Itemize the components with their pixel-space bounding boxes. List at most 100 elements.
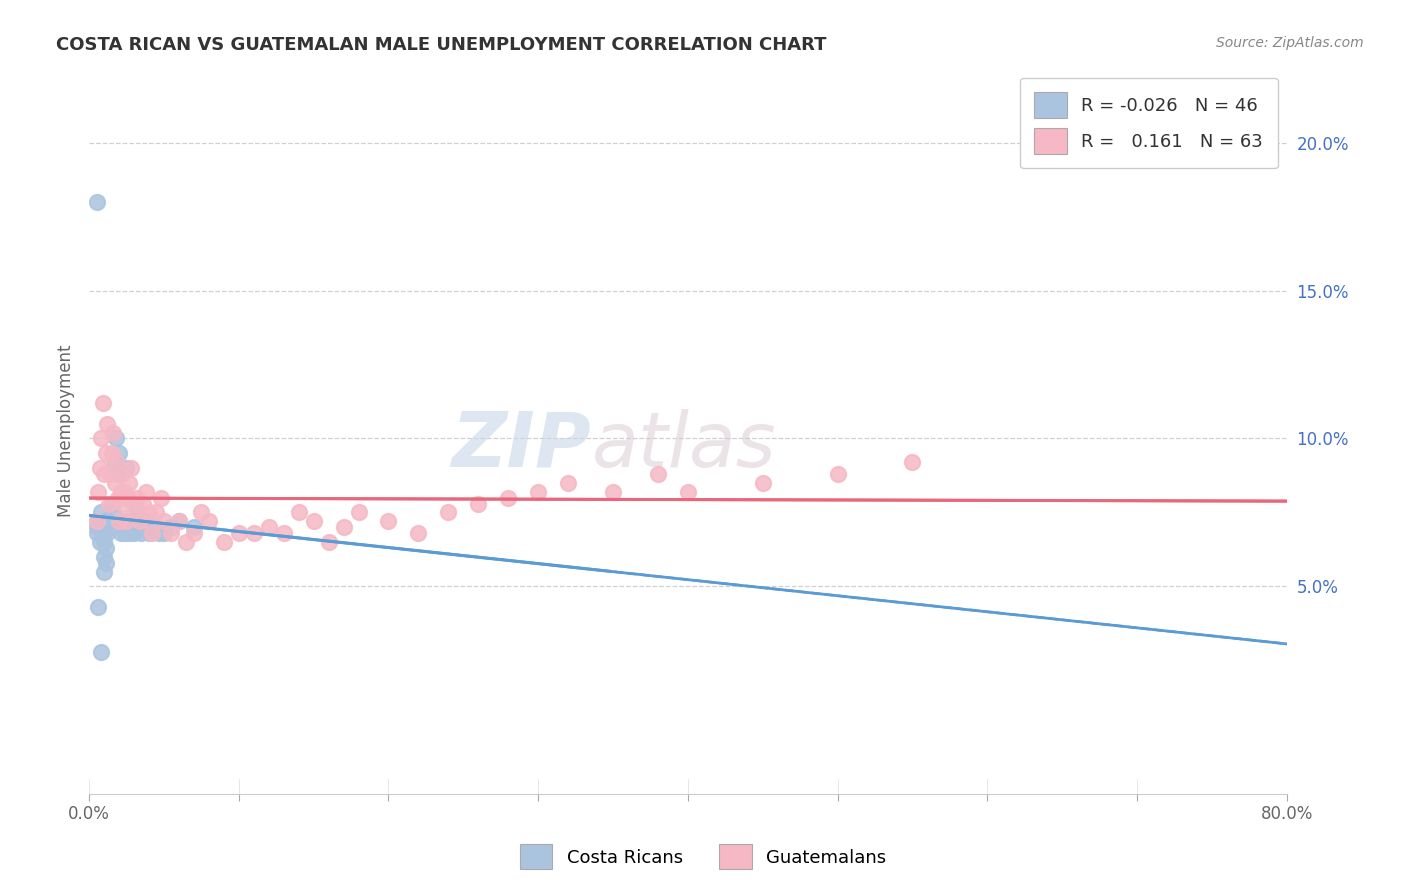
Point xyxy=(98,467,121,481)
Point xyxy=(242,526,264,541)
Point xyxy=(148,526,170,541)
Point xyxy=(93,526,115,541)
Point xyxy=(87,600,110,615)
Point xyxy=(111,467,134,481)
Point xyxy=(117,491,139,505)
Point xyxy=(93,467,115,481)
Point xyxy=(111,514,134,528)
Point xyxy=(273,526,295,541)
Point xyxy=(377,514,399,528)
Point xyxy=(318,535,340,549)
Point xyxy=(332,520,354,534)
Point xyxy=(153,514,176,528)
Point xyxy=(527,484,550,499)
Point xyxy=(138,506,160,520)
Point xyxy=(96,417,118,431)
Point xyxy=(131,526,153,541)
Point xyxy=(110,526,132,541)
Point xyxy=(115,514,138,528)
Point xyxy=(86,526,108,541)
Point xyxy=(94,541,117,555)
Point xyxy=(90,644,112,658)
Point xyxy=(115,491,138,505)
Point xyxy=(108,446,131,460)
Point xyxy=(160,520,183,534)
Point xyxy=(89,535,111,549)
Point xyxy=(183,526,205,541)
Point xyxy=(97,497,120,511)
Point xyxy=(467,497,489,511)
Point xyxy=(132,497,155,511)
Point xyxy=(103,475,125,490)
Legend: R = -0.026   N = 46, R =   0.161   N = 63: R = -0.026 N = 46, R = 0.161 N = 63 xyxy=(1019,78,1278,169)
Point xyxy=(124,514,146,528)
Point xyxy=(167,514,190,528)
Point xyxy=(122,526,145,541)
Point xyxy=(257,520,280,534)
Y-axis label: Male Unemployment: Male Unemployment xyxy=(58,345,75,517)
Point xyxy=(86,520,108,534)
Point xyxy=(135,484,157,499)
Point xyxy=(496,491,519,505)
Point xyxy=(228,526,250,541)
Point xyxy=(93,565,115,579)
Point xyxy=(176,535,198,549)
Text: ZIP: ZIP xyxy=(453,409,592,483)
Point xyxy=(145,506,167,520)
Text: COSTA RICAN VS GUATEMALAN MALE UNEMPLOYMENT CORRELATION CHART: COSTA RICAN VS GUATEMALAN MALE UNEMPLOYM… xyxy=(56,36,827,54)
Point xyxy=(107,491,129,505)
Point xyxy=(901,455,924,469)
Point xyxy=(100,497,122,511)
Point xyxy=(120,461,142,475)
Point xyxy=(347,506,370,520)
Point xyxy=(827,467,849,481)
Point xyxy=(98,520,121,534)
Point xyxy=(129,514,152,528)
Point xyxy=(108,514,131,528)
Point xyxy=(105,455,128,469)
Point xyxy=(112,497,135,511)
Point xyxy=(101,506,124,520)
Point xyxy=(94,446,117,460)
Point xyxy=(103,455,125,469)
Point xyxy=(87,484,110,499)
Point xyxy=(97,514,120,528)
Point xyxy=(86,514,108,528)
Point xyxy=(135,514,157,528)
Point xyxy=(110,484,132,499)
Point xyxy=(602,484,624,499)
Point xyxy=(108,467,131,481)
Point xyxy=(183,520,205,534)
Point xyxy=(160,526,183,541)
Point xyxy=(100,446,122,460)
Text: Source: ZipAtlas.com: Source: ZipAtlas.com xyxy=(1216,36,1364,50)
Point xyxy=(114,484,136,499)
Point xyxy=(93,535,115,549)
Point xyxy=(167,514,190,528)
Point xyxy=(190,506,212,520)
Point xyxy=(105,432,128,446)
Point xyxy=(122,506,145,520)
Point xyxy=(751,475,773,490)
Point xyxy=(118,475,141,490)
Point xyxy=(153,526,176,541)
Point xyxy=(138,526,160,541)
Point xyxy=(198,514,221,528)
Point xyxy=(676,484,699,499)
Point xyxy=(118,526,141,541)
Point xyxy=(91,396,114,410)
Point xyxy=(86,194,108,209)
Point xyxy=(91,526,114,541)
Point xyxy=(127,520,149,534)
Point xyxy=(437,506,460,520)
Point xyxy=(142,520,165,534)
Point xyxy=(125,491,148,505)
Point xyxy=(90,506,112,520)
Point xyxy=(141,526,163,541)
Point xyxy=(557,475,579,490)
Point xyxy=(93,549,115,564)
Point xyxy=(125,502,148,516)
Point xyxy=(115,461,138,475)
Point xyxy=(101,425,124,440)
Legend: Costa Ricans, Guatemalans: Costa Ricans, Guatemalans xyxy=(510,835,896,879)
